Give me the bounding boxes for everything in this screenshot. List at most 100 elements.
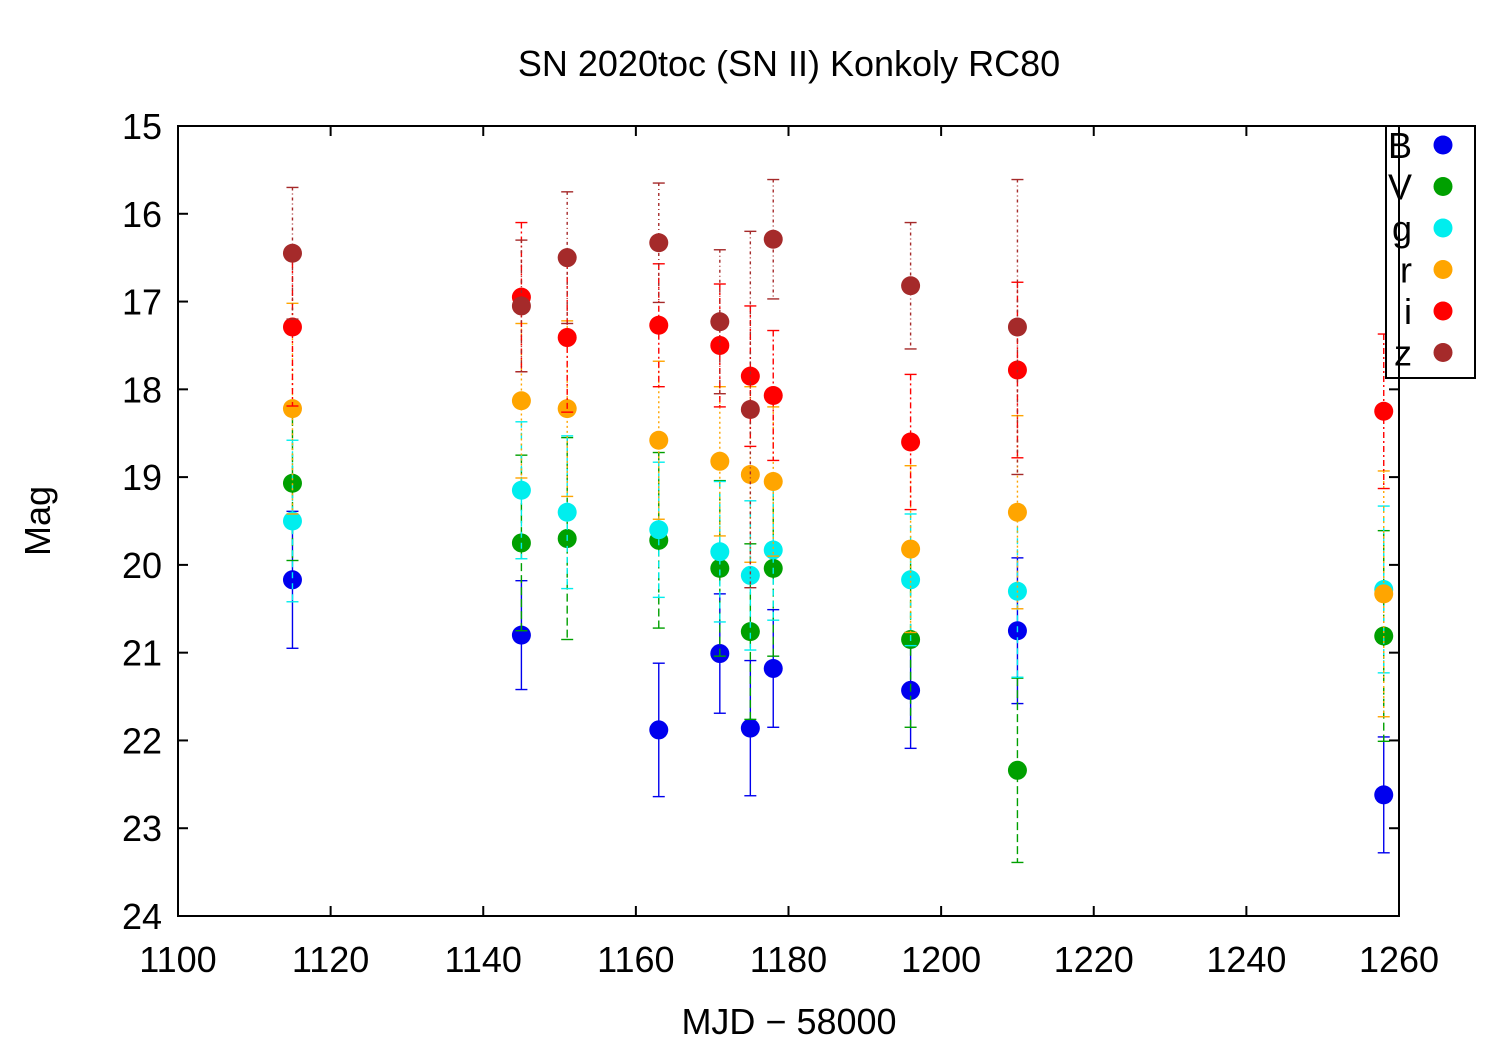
y-axis-label: Mag: [17, 486, 58, 556]
data-point: [282, 511, 302, 531]
chart-title: SN 2020toc (SN II) Konkoly RC80: [518, 43, 1060, 84]
data-points: [282, 178, 1394, 864]
legend-marker: [1433, 218, 1453, 238]
y-tick-label: 19: [122, 457, 162, 498]
data-point: [763, 472, 783, 491]
y-tick-label: 21: [122, 633, 162, 674]
error-bar: [767, 329, 780, 462]
legend-marker: [1433, 343, 1453, 362]
data-point: [511, 391, 531, 411]
data-point: [649, 720, 669, 740]
data-point: [1007, 760, 1027, 780]
data-point: [763, 540, 783, 560]
legend-marker: [1433, 135, 1453, 155]
y-tick-label: 15: [122, 106, 162, 147]
data-point: [282, 570, 302, 590]
data-point: [740, 622, 760, 642]
y-tick-label: 17: [122, 282, 162, 323]
x-tick-label: 1100: [139, 939, 216, 980]
error-bar: [767, 178, 780, 300]
error-bar: [515, 239, 528, 373]
error-bar: [904, 373, 917, 511]
x-tick-label: 1140: [445, 939, 522, 980]
data-point: [282, 317, 302, 337]
x-tick-label: 1260: [1359, 939, 1439, 980]
error-bar: [652, 182, 665, 304]
data-point: [740, 565, 760, 585]
data-point: [740, 400, 760, 420]
data-point: [710, 312, 730, 332]
plot-frame: [177, 125, 1400, 917]
y-tick-label: 18: [122, 369, 162, 410]
error-bar: [904, 465, 917, 634]
error-bar: [744, 230, 757, 589]
data-point: [557, 328, 577, 348]
data-point: [649, 233, 669, 253]
error-bar: [904, 513, 917, 647]
data-point: [1374, 401, 1394, 421]
data-point: [740, 464, 760, 484]
data-point: [710, 335, 730, 355]
x-tick-label: 1240: [1206, 939, 1286, 980]
error-bar: [904, 221, 917, 350]
data-point: [1007, 502, 1027, 522]
series-z: [282, 178, 1027, 589]
error-bar: [561, 191, 574, 325]
data-point: [511, 296, 531, 316]
legend-marker: [1433, 177, 1453, 196]
data-point: [901, 276, 921, 296]
data-point: [763, 229, 783, 249]
series-i: [282, 221, 1394, 511]
data-point: [901, 570, 921, 590]
legend-box: [1385, 125, 1476, 379]
x-tick-label: 1180: [750, 939, 827, 980]
legend-label: i: [1404, 291, 1412, 332]
error-bar: [652, 360, 665, 520]
legend-label: r: [1400, 250, 1412, 291]
x-tick-label: 1200: [901, 939, 981, 980]
series-V: [282, 405, 1394, 864]
x-tick-label: 1120: [292, 939, 369, 980]
y-tick-label: 16: [122, 194, 162, 235]
data-point: [1374, 785, 1394, 805]
data-point: [710, 451, 730, 471]
error-bar: [1011, 178, 1024, 476]
data-point: [282, 399, 302, 419]
data-point: [740, 718, 760, 738]
error-bar: [767, 406, 780, 557]
x-tick-label: 1220: [1054, 939, 1134, 980]
data-point: [557, 502, 577, 522]
error-bar: [744, 500, 757, 651]
legend-marker: [1433, 260, 1453, 279]
data-point: [901, 539, 921, 559]
data-point: [282, 473, 302, 493]
series-g: [282, 421, 1394, 678]
series-r: [282, 302, 1394, 718]
data-point: [763, 385, 783, 405]
data-point: [649, 520, 669, 540]
data-point: [901, 432, 921, 452]
y-tick-label: 23: [122, 808, 162, 849]
x-axis-label: MJD − 58000: [681, 1001, 896, 1042]
x-tick-label: 1160: [597, 939, 674, 980]
error-bar: [286, 186, 299, 320]
data-point: [710, 542, 730, 562]
data-point: [740, 366, 760, 386]
data-point: [649, 315, 669, 335]
y-tick-label: 20: [122, 545, 162, 586]
data-point: [1007, 317, 1027, 337]
data-point: [710, 558, 730, 578]
legend-label: z: [1394, 333, 1412, 374]
data-point: [649, 430, 669, 450]
data-point: [557, 248, 577, 268]
data-point: [1374, 584, 1394, 604]
data-point: [511, 480, 531, 500]
legend-label: g: [1392, 208, 1412, 249]
axis-ticks: 1100 1120 1140 1160 1180 1200 1220 1240 1260 15 16…: [122, 106, 1439, 980]
series-B: [282, 510, 1394, 854]
data-point: [282, 243, 302, 263]
error-bar: [1011, 677, 1024, 864]
legend-marker: [1433, 301, 1453, 321]
